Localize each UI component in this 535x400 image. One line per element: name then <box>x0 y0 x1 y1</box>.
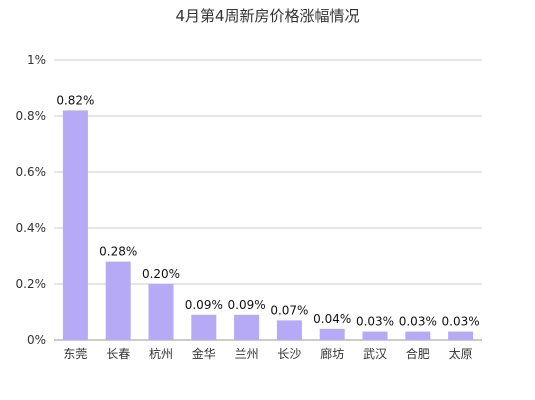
bar-value-label: 0.04% <box>313 312 351 326</box>
bar-value-label: 0.03% <box>442 315 480 329</box>
y-tick-label: 1% <box>27 53 46 67</box>
bar <box>191 314 217 340</box>
x-tick-label: 兰州 <box>235 347 259 361</box>
x-tick-label: 廊坊 <box>320 346 344 361</box>
y-tick-label: 0.2% <box>16 277 47 291</box>
label-layer: 0% 0.2% 0.4% 0.6% 0.8% 1% 0.82% 东莞 0.28% 长春 0.20% 杭… <box>16 53 480 361</box>
bar <box>276 320 302 340</box>
bar <box>105 261 131 340</box>
bar <box>62 110 88 341</box>
x-tick-label: 长沙 <box>277 347 301 361</box>
x-tick-label: 东莞 <box>63 347 87 361</box>
x-tick-label: 金华 <box>192 346 216 361</box>
bar <box>448 331 474 340</box>
bar-value-label: 0.07% <box>270 303 308 317</box>
bar <box>405 331 431 340</box>
x-tick-label: 合肥 <box>406 346 430 361</box>
bar <box>234 314 260 340</box>
x-tick-label: 武汉 <box>363 347 387 361</box>
bar-value-label: 0.82% <box>56 93 94 107</box>
x-tick-label: 杭州 <box>149 346 173 361</box>
chart-title: 4月第4周新房价格涨幅情况 <box>175 7 360 25</box>
x-tick-label: 长春 <box>106 347 130 361</box>
x-tick-label: 太原 <box>449 346 473 361</box>
bar-value-label: 0.20% <box>142 267 180 281</box>
bar-value-label: 0.03% <box>399 315 437 329</box>
bar <box>362 331 388 340</box>
bar-value-label: 0.09% <box>185 298 223 312</box>
bar-value-label: 0.09% <box>228 298 266 312</box>
bar <box>148 284 174 340</box>
y-tick-label: 0.6% <box>16 165 47 179</box>
y-tick-label: 0% <box>27 333 46 347</box>
bar-value-label: 0.28% <box>99 245 137 259</box>
bar-value-label: 0.03% <box>356 315 394 329</box>
y-tick-label: 0.8% <box>16 109 47 123</box>
y-tick-label: 0.4% <box>16 221 47 235</box>
bar-layer <box>62 110 474 341</box>
bar <box>319 328 345 340</box>
